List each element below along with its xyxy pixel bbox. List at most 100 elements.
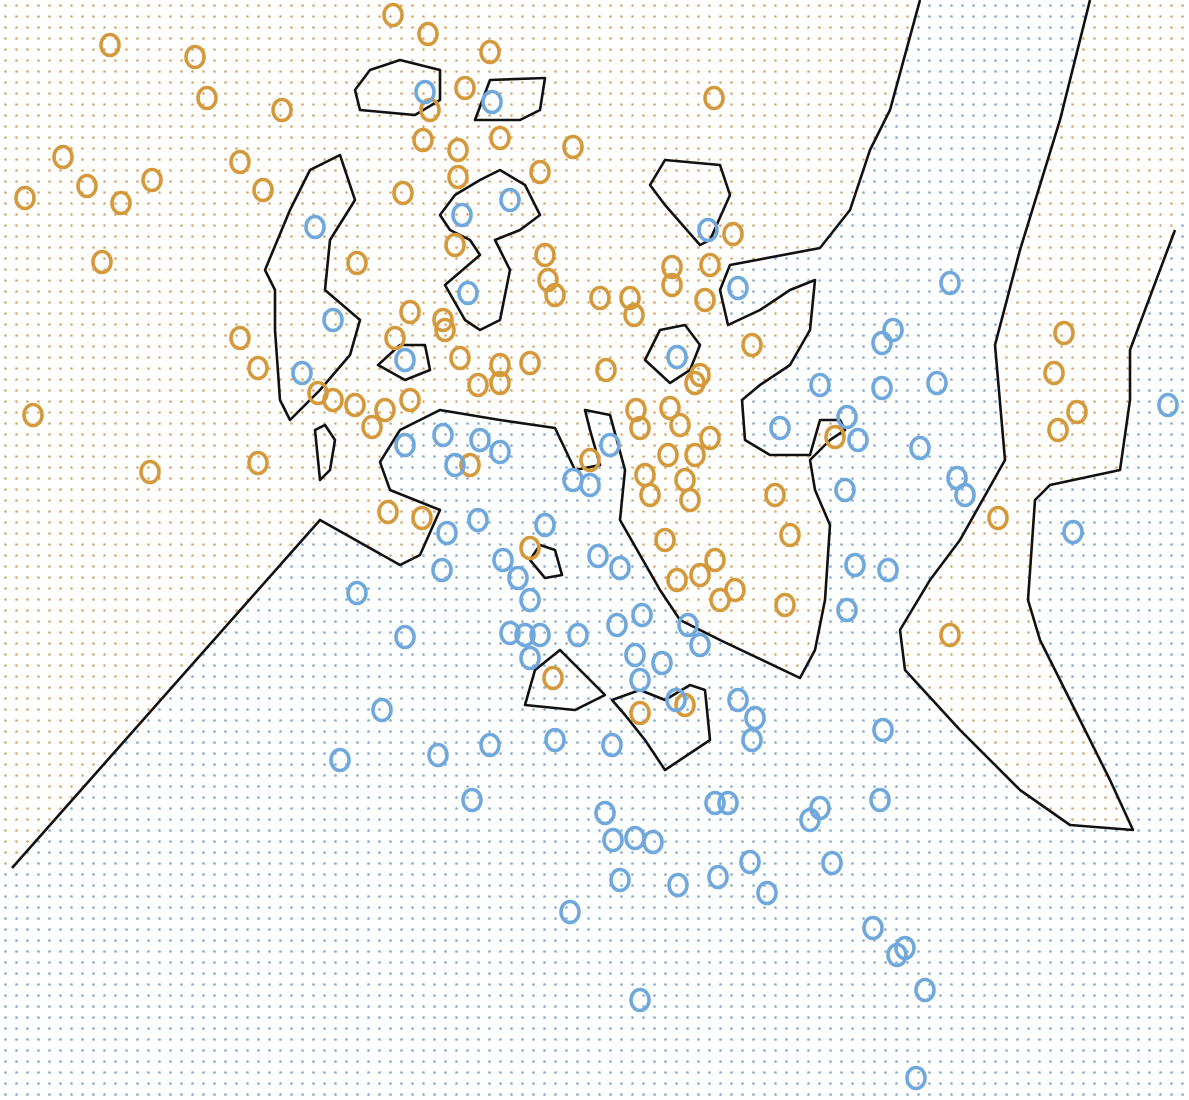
point [479,732,501,758]
point [544,282,566,308]
point [110,190,132,216]
point [894,935,916,961]
point [954,482,976,508]
point [764,482,786,508]
point [519,350,541,376]
point [689,362,711,388]
point [589,285,611,311]
point [344,392,366,418]
point [519,587,541,613]
point [394,432,416,458]
point [417,21,439,47]
point [939,622,961,648]
point [871,330,893,356]
point [519,645,541,671]
point [489,352,511,378]
point [377,499,399,525]
point [412,127,434,153]
point [689,632,711,658]
point [697,217,719,243]
point [579,472,601,498]
point [809,795,831,821]
point [431,557,453,583]
point [529,159,551,185]
point [304,214,326,240]
point [629,700,651,726]
point [939,270,961,296]
point [824,424,846,450]
blue-island [473,76,547,122]
point [322,307,344,333]
point [631,602,653,628]
point [869,787,891,813]
point [629,415,651,441]
point [609,555,631,581]
point [809,372,831,398]
point [411,505,433,531]
boundary [898,0,1177,832]
point [987,505,1009,531]
orange-island [523,648,607,712]
point [769,415,791,441]
point [519,535,541,561]
point [467,507,489,533]
point [559,899,581,925]
orange-island [610,683,712,772]
point [836,597,858,623]
point [602,827,624,853]
point [489,370,511,396]
blue-island [648,158,732,247]
point [914,977,936,1003]
point [384,325,406,351]
point [629,667,651,693]
point [779,522,801,548]
point [847,427,869,453]
point [361,414,383,440]
point [639,482,661,508]
point [619,285,641,311]
point [467,372,489,398]
point [623,302,645,328]
point [432,307,454,333]
point [722,221,744,247]
point [447,164,469,190]
point [624,642,646,668]
point [727,275,749,301]
point [392,180,414,206]
point [684,442,706,468]
point [599,432,621,458]
point [479,39,501,65]
point [451,202,473,228]
point [704,790,726,816]
point [666,567,688,593]
point [741,332,763,358]
point [434,317,456,343]
point [677,612,699,638]
point [717,790,739,816]
point [444,452,466,478]
point [91,249,113,275]
blue-island [438,168,542,332]
point [247,450,269,476]
blue-island [353,58,442,117]
point [382,2,404,28]
point [756,880,778,906]
point [567,622,589,648]
point [454,75,476,101]
point [834,477,856,503]
point [667,872,689,898]
point [699,252,721,278]
point [601,732,623,758]
point [871,375,893,401]
point [52,144,74,170]
point [562,134,584,160]
point [22,402,44,428]
point [651,650,673,676]
point [595,357,617,383]
point [821,850,843,876]
point [461,787,483,813]
point [489,439,511,465]
point [727,687,749,713]
point [661,254,683,280]
